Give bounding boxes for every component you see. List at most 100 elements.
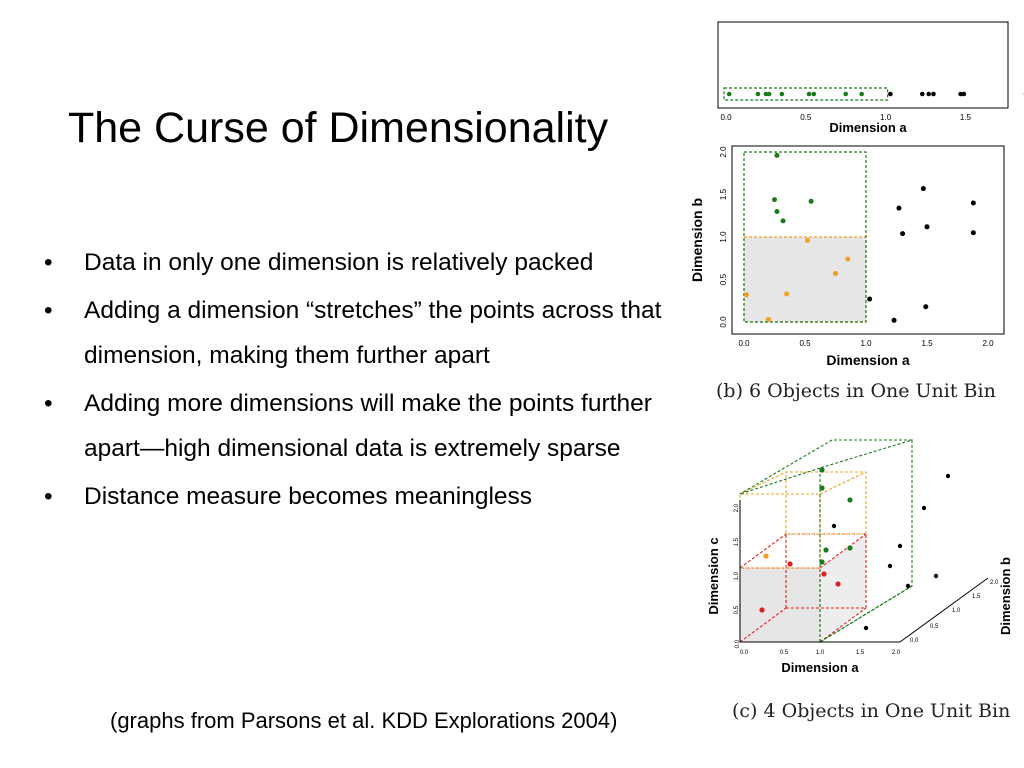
plot-3d-red-cube	[739, 533, 867, 643]
plot-1d-ticks: 0.0 0.5 1.0 1.5	[720, 113, 971, 122]
plot-3d-ztick: 0.0	[735, 639, 741, 648]
plot-2d-point	[923, 304, 929, 310]
plot-3d-point	[945, 473, 951, 479]
plot-3d-point	[863, 625, 869, 631]
plot-1d-point	[806, 91, 812, 97]
bullet-dot: •	[44, 297, 53, 324]
bullet-dot: •	[44, 390, 53, 417]
plot-1d: 0.0 0.5 1.0 1.5 Dimension a	[717, 21, 1024, 135]
plot-1d-point	[755, 91, 761, 97]
plot-2d-point	[924, 224, 930, 230]
plot-2d-point	[900, 231, 906, 237]
plot-1d-bin	[723, 87, 889, 101]
plot-3d-points	[759, 467, 951, 631]
plot-1d-xlabel: Dimension a	[829, 120, 907, 135]
plot-3d-ytick: 2.0	[990, 580, 999, 586]
plot-3d-ytick: 0.5	[930, 624, 939, 630]
plot-2d-point	[774, 209, 780, 214]
bullet-item: • Adding more dimensions will make the p…	[44, 381, 684, 471]
bullet-text: Adding more dimensions will make the poi…	[84, 390, 652, 462]
plot-2d-ylabel: Dimension b	[689, 198, 705, 282]
plot-3d-point	[921, 505, 927, 511]
plot-2d-ticks: 0.0 0.5 1.0 1.5 2.0 0.0 0.5 1.0 1.5 2.0	[719, 146, 994, 348]
plot-2d-point	[970, 200, 976, 206]
plot-3d-orange-cube	[739, 471, 867, 569]
plot-3d-ytick: 1.5	[972, 594, 981, 600]
plot-3d-xtick: 1.5	[856, 650, 865, 656]
plot-3d-ztick: 1.0	[734, 571, 740, 580]
plot-3d-point	[819, 485, 825, 491]
plot-2d-xtick-label: 1.0	[860, 339, 872, 348]
plot-1d-point	[961, 91, 967, 97]
plot-3d-point	[831, 523, 837, 529]
plot-2d-point	[845, 256, 851, 262]
plot-2d-ytick-label: 0.0	[719, 316, 728, 328]
plot-1d-point	[811, 91, 817, 97]
plot-2d-bin	[743, 236, 867, 323]
plot-1d-point	[859, 91, 864, 97]
plot-3d: 0.0 0.5 1.0 1.5 2.0 0.0 0.5 1.0 1.5 2.0 …	[706, 439, 1013, 675]
bullet-list: • Data in only one dimension is relative…	[44, 240, 684, 519]
plot-3d-xtick: 2.0	[892, 650, 901, 656]
plot-3d-ztick: 1.5	[734, 537, 740, 546]
plot-2d-point	[743, 292, 749, 298]
plot-3d-point	[847, 497, 853, 503]
bullet-dot: •	[44, 483, 53, 510]
plot-2d-frame	[731, 145, 1005, 335]
plot-3d-point	[887, 563, 893, 569]
citation-text: (graphs from Parsons et al. KDD Explorat…	[110, 708, 618, 733]
plot-3d-point	[905, 583, 911, 589]
plot-3d-floor	[739, 500, 989, 643]
plot-1d-point	[888, 91, 893, 97]
plot-2d-ytick-label: 1.0	[719, 231, 728, 243]
plot-3d-caption: (c) 4 Objects in One Unit Bin	[732, 700, 1011, 722]
bullet-text: Distance measure becomes meaningless	[84, 483, 533, 510]
bullet-item: • Adding a dimension “stretches” the poi…	[44, 288, 684, 378]
plot-3d-ztick: 0.5	[734, 605, 740, 614]
plot-1d-point	[763, 91, 769, 97]
slide-title: The Curse of Dimensionality	[68, 104, 609, 152]
plot-1d-frame	[717, 21, 1009, 109]
plot-1d-points	[726, 91, 1024, 97]
bullet-text: Data in only one dimension is relatively…	[84, 249, 594, 276]
plot-3d-point	[787, 561, 793, 567]
plot-3d-ytick: 1.0	[952, 608, 961, 614]
plot-3d-point	[847, 545, 853, 551]
bullet-item: • Distance measure becomes meaningless	[44, 474, 684, 519]
bullet-dot: •	[44, 249, 53, 276]
plot-3d-point	[823, 547, 829, 553]
plot-1d-point	[843, 91, 848, 97]
plot-2d-xtick-label: 0.0	[738, 339, 750, 348]
plot-3d-xtick: 0.0	[740, 650, 749, 656]
plot-1d-point	[931, 91, 936, 97]
plot-3d-point	[897, 543, 903, 549]
plot-3d-ylabel: Dimension b	[998, 557, 1013, 635]
plot-3d-ytick: 0.0	[910, 638, 919, 644]
plot-2d-point	[896, 205, 902, 211]
plot-3d-zlabel: Dimension c	[706, 537, 721, 614]
plot-2d-caption: (b) 6 Objects in One Unit Bin	[716, 380, 996, 402]
plot-2d-point	[970, 230, 976, 236]
plot-1d-point	[766, 91, 772, 97]
plot-1d-point	[726, 91, 732, 97]
plot-1d-point	[958, 91, 963, 97]
plot-3d-point	[821, 571, 827, 577]
plot-2d-point	[804, 237, 810, 243]
plot-2d-point	[920, 186, 926, 192]
plot-2d-ytick-label: 0.5	[719, 273, 728, 285]
plot-1d-point	[920, 91, 925, 97]
plot-3d-unit-side	[820, 534, 866, 642]
plot-3d-point	[819, 559, 825, 565]
plot-2d-point	[833, 271, 838, 277]
plot-2d-point	[772, 197, 777, 203]
plot-2d-xtick-label: 1.5	[921, 339, 933, 348]
plot-1d-tick-label: 1.0	[880, 113, 892, 122]
plot-1d-point	[779, 91, 785, 97]
plot-3d-xtick: 0.5	[780, 650, 789, 656]
plot-2d-ytick-label: 1.5	[719, 188, 728, 200]
plot-3d-unit-face	[740, 568, 820, 642]
plot-3d-xtick: 1.0	[816, 650, 825, 656]
plot-3d-point	[835, 581, 841, 587]
plot-2d: 0.0 0.5 1.0 1.5 2.0 0.0 0.5 1.0 1.5 2.0 Dimension…	[689, 145, 1005, 368]
plot-3d-point	[763, 553, 769, 559]
